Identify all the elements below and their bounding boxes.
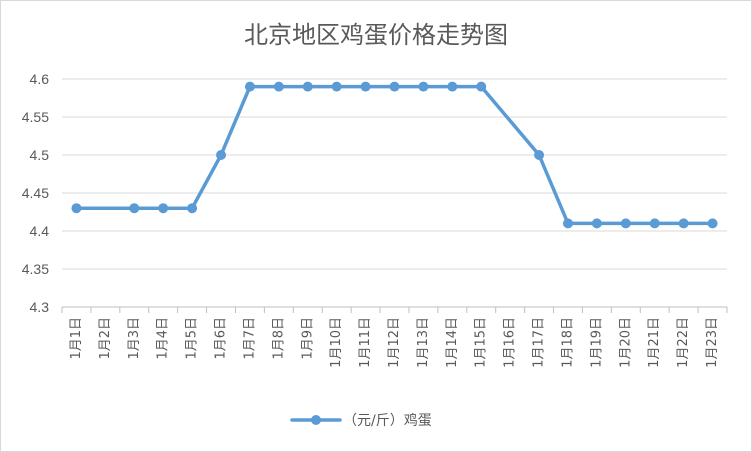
x-tick-label: 1月22日 <box>676 317 691 368</box>
legend-marker <box>311 415 321 425</box>
y-tick-label: 4.3 <box>30 299 50 315</box>
series-layer <box>71 81 718 229</box>
data-point <box>649 218 660 229</box>
chart-title: 北京地区鸡蛋价格走势图 <box>244 21 508 49</box>
y-tick-label: 4.45 <box>22 185 49 201</box>
x-tick-label: 1月23日 <box>705 317 720 368</box>
gridlines <box>62 78 727 270</box>
x-tick-label: 1月14日 <box>445 317 460 368</box>
x-tick-label: 1月13日 <box>416 317 431 368</box>
x-tick-label: 1月15日 <box>474 317 489 368</box>
data-point <box>389 81 400 92</box>
x-tick-label: 1月11日 <box>358 317 373 368</box>
x-axis-ticks: 1月1日 1月2日 1月3日 1月4日 1月5日 1月6日 1月7日 1月8日 1月9日 1月10… <box>69 317 720 368</box>
data-point <box>187 203 198 214</box>
x-tick-label: 1月2日 <box>98 317 113 360</box>
x-tick-label: 1月6日 <box>214 317 229 360</box>
x-tick-label: 1月16日 <box>503 317 518 368</box>
data-point <box>302 81 313 92</box>
data-point <box>534 150 545 160</box>
legend-label: （元/斤）鸡蛋 <box>343 412 432 429</box>
data-point <box>678 218 689 229</box>
x-tick-label: 1月20日 <box>618 317 633 368</box>
x-tick-label: 1月5日 <box>185 317 200 360</box>
y-tick-label: 4.55 <box>22 109 49 125</box>
data-point <box>447 81 458 92</box>
data-point <box>331 81 342 92</box>
y-tick-label: 4.6 <box>30 71 50 87</box>
data-point <box>244 81 255 92</box>
x-tick-label: 1月21日 <box>647 317 662 368</box>
x-tick-label: 1月12日 <box>387 317 402 368</box>
data-point <box>620 218 631 229</box>
data-point <box>360 81 371 92</box>
y-tick-label: 4.5 <box>30 147 50 163</box>
x-tick-label: 1月9日 <box>300 317 315 360</box>
x-tick-label: 1月7日 <box>242 317 257 360</box>
legend: （元/斤）鸡蛋 <box>290 412 432 429</box>
x-axis <box>61 306 728 313</box>
data-point <box>129 203 140 214</box>
y-tick-label: 4.4 <box>30 223 50 239</box>
data-point <box>158 203 169 214</box>
data-point <box>707 218 718 229</box>
data-point <box>273 81 284 92</box>
data-point <box>476 81 487 92</box>
y-tick-label: 4.35 <box>22 261 49 277</box>
x-tick-label: 1月10日 <box>329 317 344 368</box>
x-tick-label: 1月4日 <box>156 317 171 360</box>
x-tick-label: 1月1日 <box>69 317 84 360</box>
x-tick-label: 1月3日 <box>127 317 142 360</box>
data-point <box>216 150 227 160</box>
y-axis-ticks: 4.3 4.35 4.4 4.45 4.5 4.55 4.6 <box>22 71 49 315</box>
data-point <box>562 218 573 229</box>
x-tick-label: 1月17日 <box>532 317 547 368</box>
x-tick-label: 1月18日 <box>560 317 575 368</box>
x-tick-label: 1月8日 <box>271 317 286 360</box>
x-tick-label: 1月19日 <box>589 317 604 368</box>
data-point <box>418 81 429 92</box>
data-point <box>591 218 602 229</box>
data-point <box>71 203 82 214</box>
